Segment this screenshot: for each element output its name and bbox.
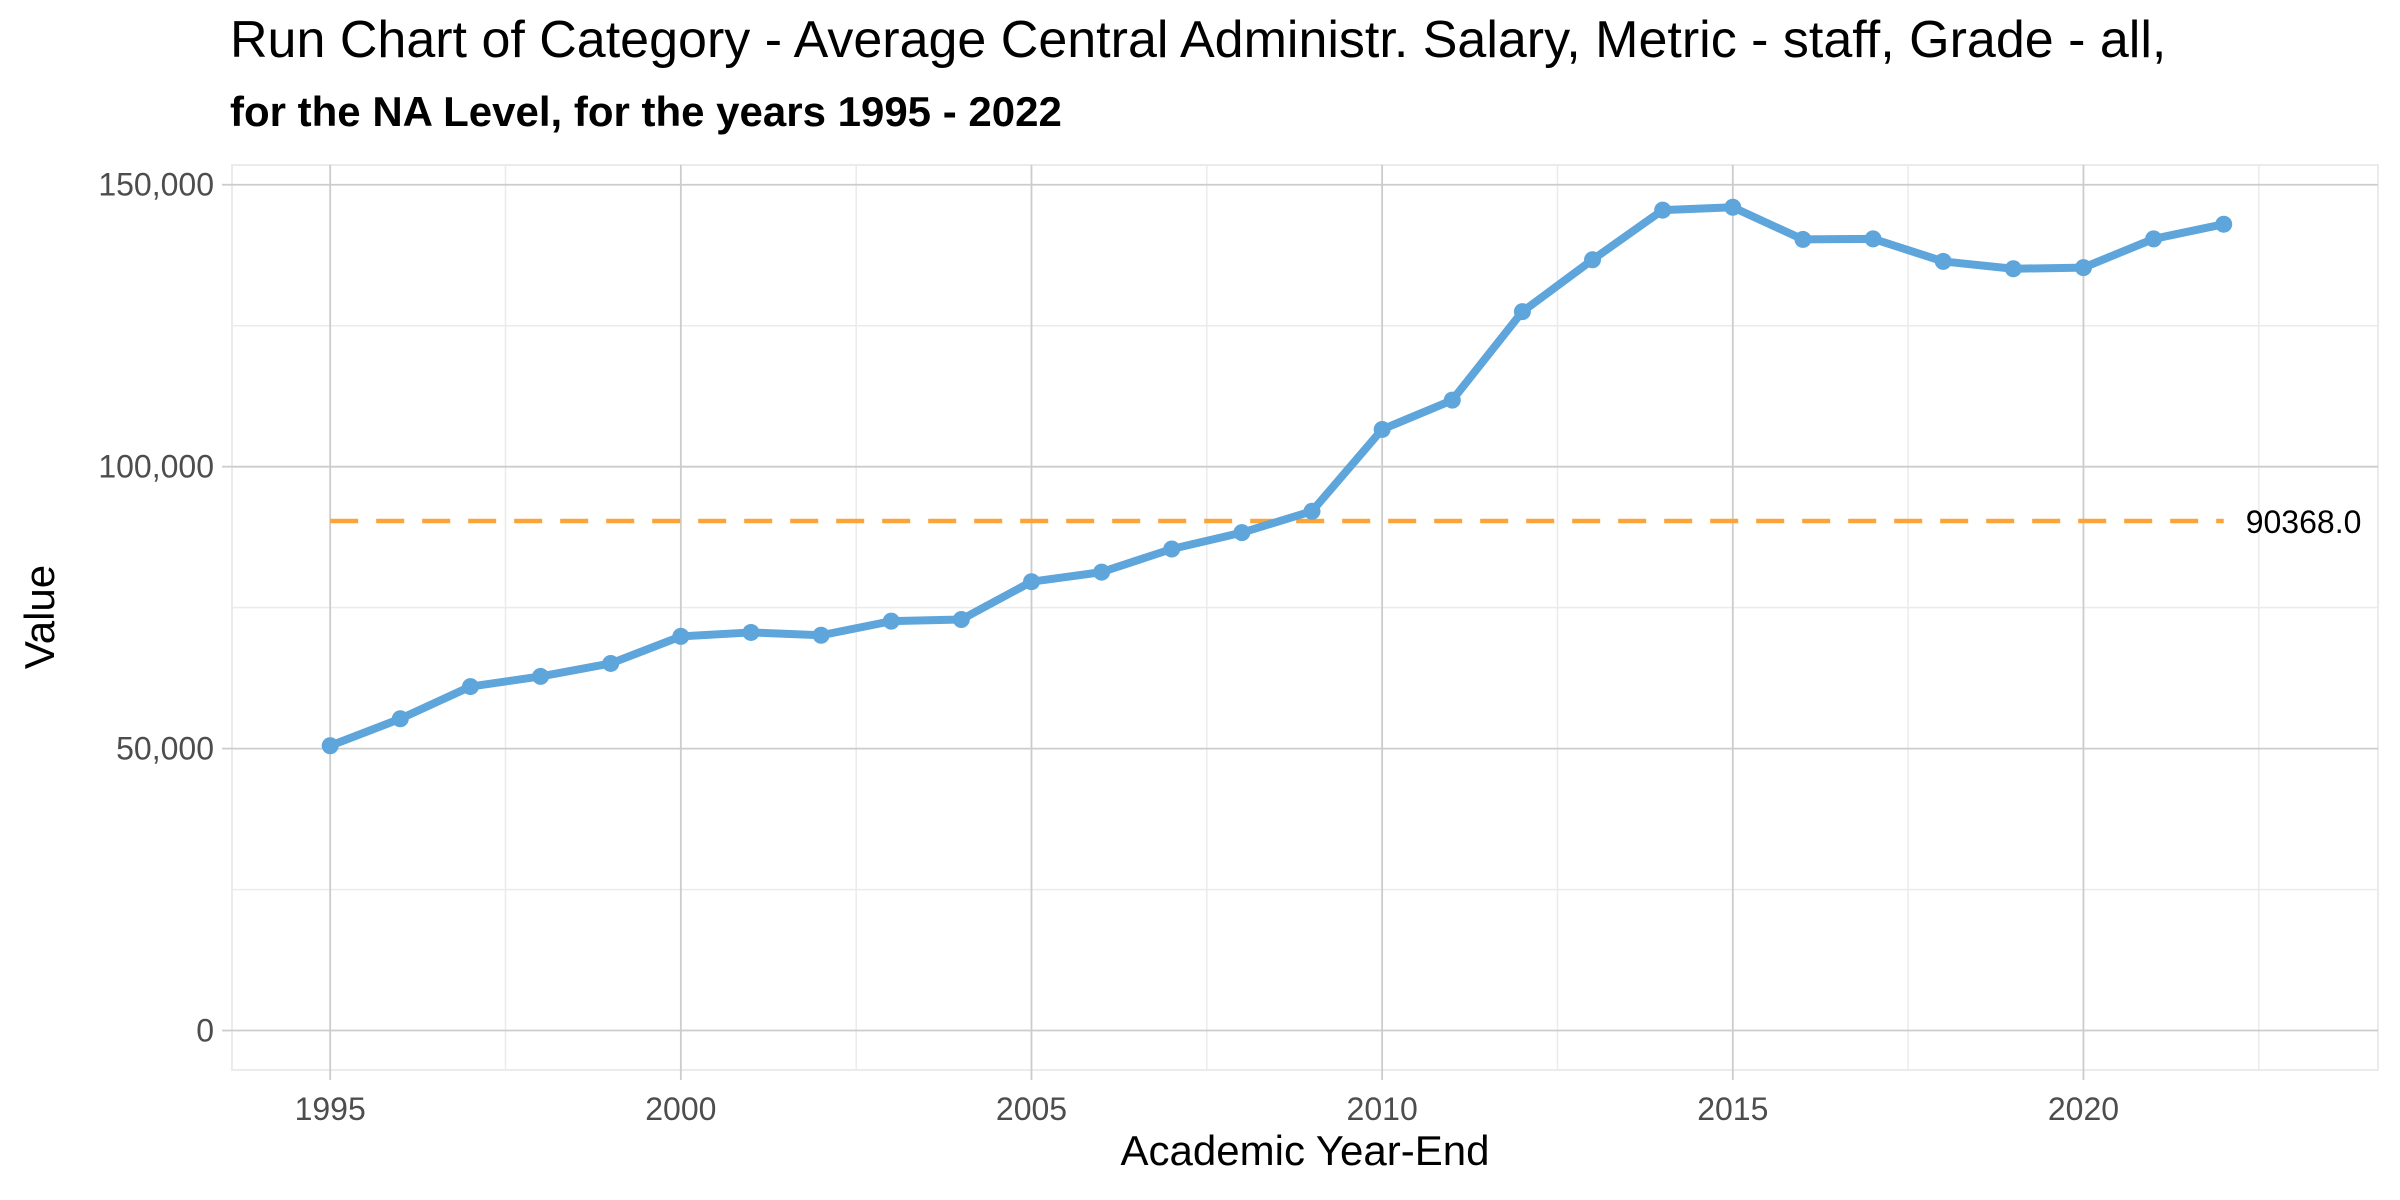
data-point xyxy=(1163,540,1181,558)
x-tick-label: 1995 xyxy=(295,1091,366,1127)
x-axis-title: Academic Year-End xyxy=(1121,1127,1490,1174)
data-point xyxy=(2004,260,2022,278)
data-point xyxy=(1584,251,1602,269)
data-point xyxy=(532,667,550,685)
chart-subtitle: for the NA Level, for the years 1995 - 2… xyxy=(230,88,1062,135)
data-point xyxy=(1093,563,1111,581)
chart-title: Run Chart of Category - Average Central … xyxy=(230,11,2167,69)
data-point xyxy=(1233,524,1251,542)
axis-ticks xyxy=(222,183,2085,1080)
minor-gridlines xyxy=(232,165,2378,1070)
x-tick-label: 2005 xyxy=(996,1091,1067,1127)
series-line xyxy=(326,203,2228,750)
data-point xyxy=(2074,259,2092,277)
data-point xyxy=(882,612,900,630)
data-point xyxy=(1934,252,1952,270)
data-point xyxy=(1022,573,1040,591)
y-tick-label: 50,000 xyxy=(116,731,214,767)
data-point xyxy=(952,610,970,628)
data-point xyxy=(1513,303,1531,321)
data-point xyxy=(461,678,479,696)
data-point xyxy=(391,710,409,728)
data-point xyxy=(1303,502,1321,520)
tick-labels: 1995 2000 2005 2010 2015 2020 0 50,000 100,000 15… xyxy=(98,167,2119,1127)
x-tick-label: 2020 xyxy=(2048,1091,2119,1127)
y-tick-label: 150,000 xyxy=(98,167,214,203)
data-point xyxy=(321,737,339,755)
data-point xyxy=(1373,420,1391,438)
data-point xyxy=(2215,215,2233,233)
major-gridlines xyxy=(232,165,2378,1070)
series-layer xyxy=(321,198,2233,755)
data-point xyxy=(2145,230,2163,248)
y-tick-label: 100,000 xyxy=(98,449,214,485)
data-point xyxy=(812,626,830,644)
y-axis-title: Value xyxy=(16,565,63,669)
data-point xyxy=(742,623,760,641)
data-point xyxy=(1864,230,1882,248)
x-tick-label: 2010 xyxy=(1347,1091,1418,1127)
x-tick-label: 2000 xyxy=(645,1091,716,1127)
reference-line-label: 90368.0 xyxy=(2246,504,2362,540)
data-point xyxy=(1654,201,1672,219)
data-point xyxy=(602,654,620,672)
data-point xyxy=(1443,391,1461,409)
data-point xyxy=(1794,230,1812,248)
plot-panel xyxy=(231,164,2379,1071)
data-point xyxy=(672,627,690,645)
data-point xyxy=(1724,198,1742,216)
y-tick-label: 0 xyxy=(196,1013,214,1049)
x-tick-label: 2015 xyxy=(1697,1091,1768,1127)
